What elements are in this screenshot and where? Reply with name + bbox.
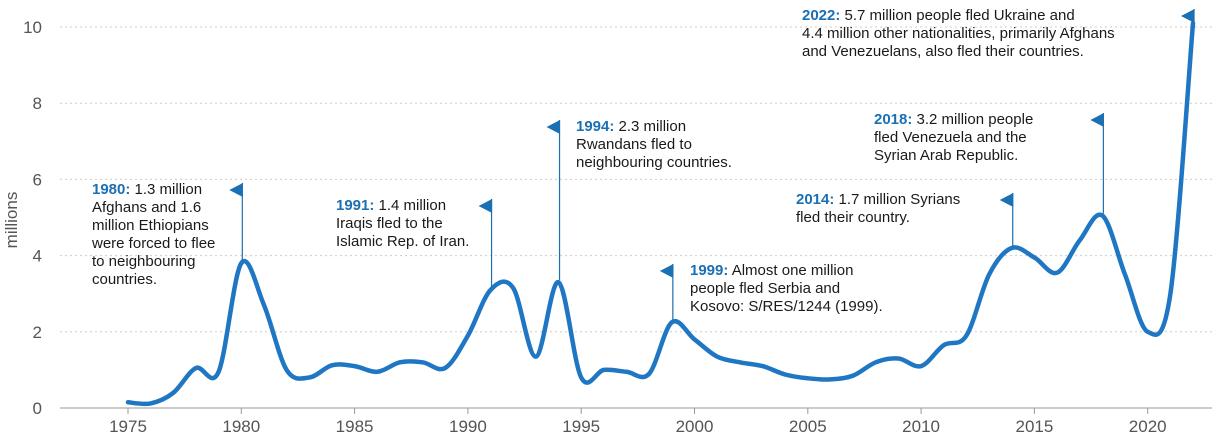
x-tick-label: 2015 [1015,417,1053,436]
annotation-line-text: 2.3 million [614,118,686,135]
annotation-year: 2022: [802,7,840,24]
annotation-line: 1980: 1.3 million [92,181,202,198]
annotation-year: 2014: [796,191,834,208]
y-tick-label: 10 [23,18,42,37]
annotation-line-text: 1.3 million [130,181,202,198]
y-axis-title: millions [2,192,21,249]
annotation-line-text: Almost one million [728,262,853,279]
annotation-line-text: 1.4 million [374,197,446,214]
annotation-year: 1980: [92,181,130,198]
annotation-line-text: 1.7 million Syrians [834,191,960,208]
series-line [125,20,1196,407]
y-tick-label: 0 [33,399,42,418]
x-tick-label: 2020 [1129,417,1167,436]
annotation-line: fled Venezuela and the [874,129,1027,146]
annotation-year: 2018: [874,111,912,128]
annotation-line: and Venezuelans, also fled their countri… [802,43,1084,60]
x-tick-label: 1980 [222,417,260,436]
annotation-line-text: 5.7 million people fled Ukraine and [840,7,1074,24]
x-tick-label: 2010 [902,417,940,436]
x-tick-label: 2000 [676,417,714,436]
annotation-line: 4.4 million other nationalities, primari… [802,25,1115,42]
annotation-year: 1991: [336,197,374,214]
gridlines [60,26,1212,333]
annotation-line: Rwandans fled to [576,136,692,153]
annotation-line: Islamic Rep. of Iran. [336,233,469,250]
y-tick-label: 8 [33,94,42,113]
x-tick-label: 1985 [336,417,374,436]
annotation-flag [546,120,561,134]
x-tick-label: 1995 [562,417,600,436]
x-tick-label: 1975 [109,417,147,436]
annotation-text: 2022: 5.7 million people fled Ukraine an… [802,7,1115,60]
annotation-year: 1994: [576,118,614,135]
annotation-text: 1994: 2.3 million Rwandans fled to neighbo… [576,118,732,171]
axes: 0 2 4 6 8 10 1975 1980 1985 1990 1995 2000 2005 2010 2… [23,18,1212,436]
annotation-line-text: 3.2 million people [912,111,1033,128]
annotation-line: Syrian Arab Republic. [874,147,1018,164]
annotation-flag [999,193,1014,207]
annotation-line: million Ethiopians [92,217,209,234]
annotation-line: 2018: 3.2 million people [874,111,1033,128]
annotation-line: to neighbouring [92,253,195,270]
annotation-flag [229,183,243,197]
annotation-year: 1999: [690,262,728,279]
annotation-line: Kosovo: S/RES/1244 (1999). [690,298,883,315]
y-tick-label: 4 [33,247,42,266]
annotation-line: 2014: 1.7 million Syrians [796,191,960,208]
annotation-line: 1999: Almost one million [690,262,853,279]
annotation-flag [1181,9,1195,23]
x-tick-label: 2005 [789,417,827,436]
annotation-line: countries. [92,271,157,288]
annotation-line: 1994: 2.3 million [576,118,686,135]
annotations: 1980: 1.3 million Afghans and 1.6 million … [91,7,1195,321]
annotation-line: people fled Serbia and [690,280,840,297]
annotation-line: 1991: 1.4 million [336,197,446,214]
annotation-line: 2022: 5.7 million people fled Ukraine an… [802,7,1075,24]
y-tick-label: 6 [33,170,42,189]
x-tick-label: 1990 [449,417,487,436]
annotation-line: neighbouring countries. [576,154,732,171]
annotation-text: 1980: 1.3 million Afghans and 1.6 million … [91,181,215,288]
y-tick-label: 2 [33,323,42,342]
annotation-line: fled their country. [796,209,910,226]
annotation-text: 2014: 1.7 million Syrians fled their coun… [796,191,960,226]
annotation-text: 2018: 3.2 million people fled Venezuela a… [874,111,1033,164]
annotation-line: Iraqis fled to the [336,215,443,232]
data-series [125,20,1196,407]
annotation-text: 1991: 1.4 million Iraqis fled to the Islam… [336,197,469,250]
annotation-line: were forced to flee [91,235,215,252]
annotation-flag [659,264,674,278]
annotation-flag [1090,113,1104,127]
annotation-line: Afghans and 1.6 [92,199,201,216]
annotation-text: 1999: Almost one million people fled Serb… [690,262,883,315]
annotation-flag [478,199,493,213]
